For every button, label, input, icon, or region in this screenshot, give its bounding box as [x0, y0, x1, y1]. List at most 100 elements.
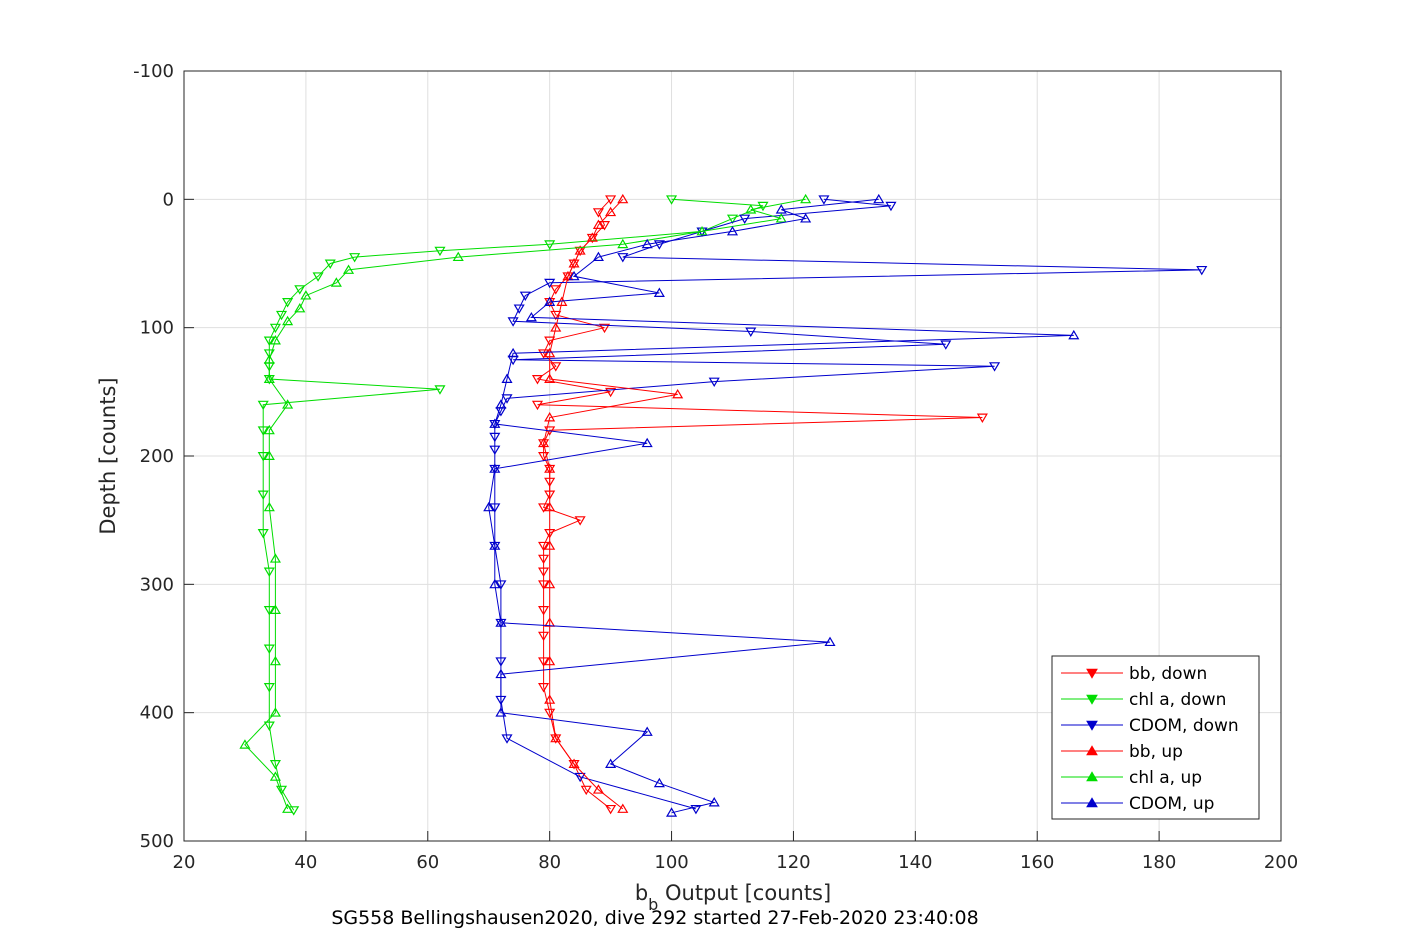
data-point: [574, 772, 586, 783]
data-point: [605, 804, 617, 815]
data-point: [653, 240, 665, 250]
data-point: [538, 349, 550, 359]
data-point: [739, 214, 751, 225]
series-4: [239, 193, 812, 813]
data-point: [263, 373, 275, 383]
data-point: [586, 232, 598, 242]
data-point: [489, 432, 501, 443]
x-axis-ticks: 20 40 60 80 100 120 140 160 180 200: [173, 831, 1298, 873]
data-point: [568, 270, 580, 281]
y-axis-label: Depth [counts]: [96, 377, 120, 534]
data-point: [544, 463, 556, 473]
data-point: [538, 567, 550, 577]
series-line: [543, 198, 678, 810]
data-point: [574, 245, 586, 255]
data-point: [885, 201, 897, 212]
data-point: [1196, 265, 1208, 276]
data-point: [489, 463, 501, 473]
data-point: [544, 655, 556, 666]
data-point: [1068, 329, 1080, 340]
data-point: [544, 540, 556, 550]
x-tick-label: 20: [173, 852, 196, 873]
data-point: [257, 426, 269, 436]
data-point: [550, 732, 562, 743]
data-point: [617, 193, 629, 204]
series-line: [488, 198, 1074, 814]
data-point: [269, 707, 281, 717]
x-tick-label: 160: [1020, 852, 1054, 873]
data-point: [800, 193, 812, 204]
x-tick-label: 80: [538, 852, 561, 873]
y-tick-label: 500: [140, 831, 174, 852]
data-point: [568, 758, 580, 768]
data-point: [605, 758, 617, 768]
data-point: [269, 655, 281, 666]
data-point: [550, 310, 562, 321]
data-point: [617, 253, 629, 263]
x-tick-label: 140: [898, 852, 932, 873]
x-tick-label: 180: [1142, 852, 1176, 873]
data-point: [641, 437, 653, 448]
legend-label: chl a, down: [1129, 690, 1226, 710]
data-point: [269, 323, 281, 334]
data-point: [568, 258, 580, 268]
data-point: [263, 644, 275, 654]
data-point: [574, 516, 586, 526]
data-point: [544, 240, 556, 250]
data-point: [495, 580, 507, 590]
data-point: [501, 373, 513, 383]
x-tick-label: 200: [1264, 852, 1298, 873]
data-point: [544, 501, 556, 512]
figure-caption: SG558 Bellingshausen2020, dive 292 start…: [331, 907, 978, 929]
data-point: [257, 529, 269, 539]
data-point: [495, 657, 507, 667]
data-point: [538, 541, 550, 552]
y-axis-ticks: -100 0 100 200 300 400 500: [133, 61, 194, 852]
legend-marker: [1086, 797, 1098, 808]
legend-marker: [1086, 771, 1098, 782]
data-point: [489, 540, 501, 550]
series-5: [483, 193, 1080, 817]
data-point: [592, 251, 604, 262]
data-point: [538, 554, 550, 565]
data-point: [263, 683, 275, 693]
series-3: [538, 193, 684, 813]
data-point: [617, 238, 629, 249]
data-point: [544, 578, 556, 589]
data-point: [605, 387, 617, 398]
legend-marker: [1086, 694, 1098, 705]
legend-label: chl a, up: [1129, 768, 1202, 788]
data-point: [775, 213, 787, 223]
data-point: [263, 501, 275, 512]
data-point: [495, 707, 507, 717]
data-point: [452, 251, 464, 262]
data-point: [538, 503, 550, 513]
data-point: [294, 302, 306, 313]
data-point: [544, 336, 556, 346]
data-point: [550, 362, 562, 372]
data-point: [745, 327, 757, 337]
data-point: [544, 347, 556, 358]
data-point: [495, 617, 507, 627]
x-axis-label: bb Output [counts]: [635, 881, 831, 914]
y-tick-label: 400: [140, 703, 174, 724]
data-point: [538, 606, 550, 616]
data-point: [275, 785, 288, 796]
data-point: [282, 399, 294, 409]
data-point: [598, 221, 611, 231]
data-point: [605, 195, 617, 205]
data-point: [538, 683, 550, 693]
data-point: [269, 335, 281, 345]
data-point: [263, 336, 275, 346]
data-point: [282, 803, 294, 813]
data-point: [592, 219, 604, 229]
data-point: [269, 604, 281, 614]
x-tick-label: 40: [294, 852, 317, 873]
data-point: [349, 253, 361, 263]
data-point: [294, 285, 306, 295]
data-point: [544, 296, 556, 306]
data-point: [324, 259, 336, 269]
data-point: [434, 385, 446, 395]
data-point: [989, 362, 1001, 372]
